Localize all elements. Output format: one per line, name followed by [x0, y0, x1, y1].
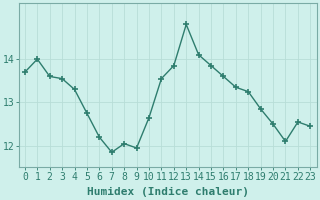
X-axis label: Humidex (Indice chaleur): Humidex (Indice chaleur) [87, 187, 249, 197]
